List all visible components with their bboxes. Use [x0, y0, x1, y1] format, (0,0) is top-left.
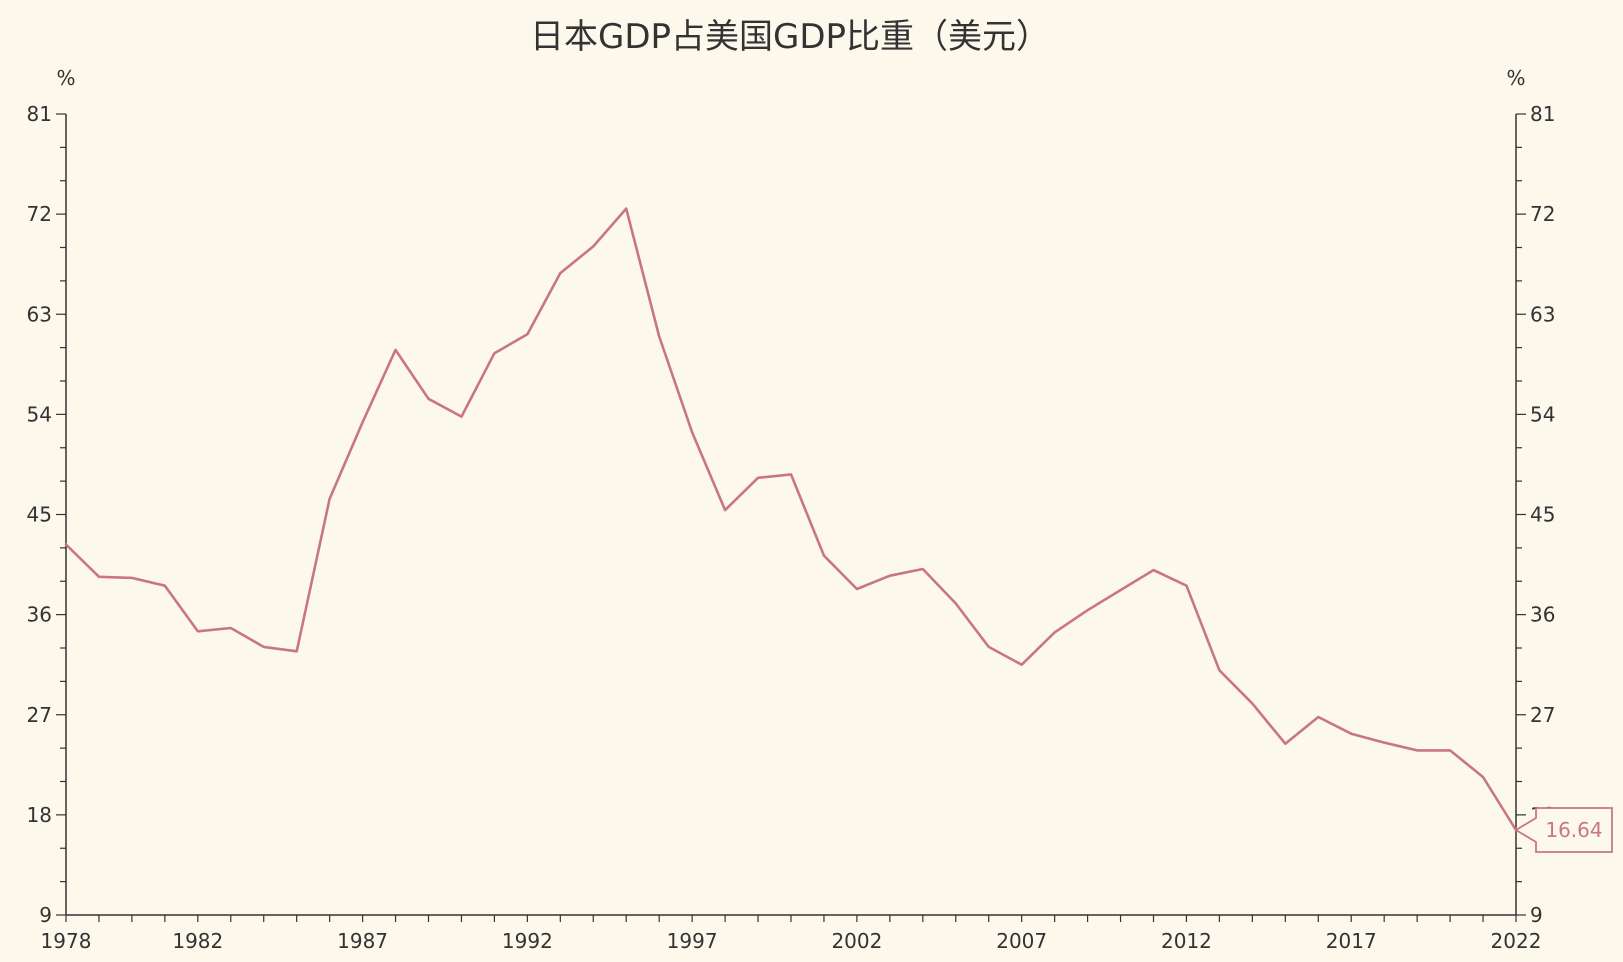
y-tick-label-left: 54 — [27, 402, 52, 426]
data-point — [1449, 749, 1452, 752]
data-point — [1251, 702, 1254, 705]
data-point — [658, 335, 661, 338]
data-point — [1350, 732, 1353, 735]
data-point — [328, 497, 331, 500]
x-tick-label: 1997 — [667, 929, 718, 953]
data-point — [724, 509, 727, 512]
data-point — [229, 626, 232, 629]
data-point — [526, 333, 529, 336]
y-tick-label-left: 81 — [27, 102, 52, 126]
data-point — [1317, 715, 1320, 718]
x-tick-label: 2017 — [1326, 929, 1377, 953]
y-tick-label-left: 45 — [27, 503, 52, 527]
data-point — [427, 397, 430, 400]
y-tick-label-right: 36 — [1530, 603, 1555, 627]
right-unit-label: % — [1506, 66, 1525, 90]
data-point — [592, 245, 595, 248]
data-point — [361, 421, 364, 424]
data-point — [1119, 589, 1122, 592]
data-point — [954, 602, 957, 605]
data-point — [1053, 631, 1056, 634]
data-point — [493, 352, 496, 355]
axis-ticks — [56, 113, 1526, 922]
data-point — [394, 348, 397, 351]
data-point — [262, 645, 265, 648]
y-tick-label-right: 72 — [1530, 202, 1555, 226]
y-tick-label-left: 36 — [27, 603, 52, 627]
data-point — [1383, 741, 1386, 744]
data-point — [757, 476, 760, 479]
chart-title: 日本GDP占美国GDP比重（美元） — [530, 17, 1050, 57]
data-point — [1416, 749, 1419, 752]
y-tick-label-right: 9 — [1530, 903, 1543, 927]
x-tick-label: 1992 — [502, 929, 553, 953]
x-tick-label: 1982 — [172, 929, 223, 953]
data-point — [822, 554, 825, 557]
data-point — [790, 473, 793, 476]
axis-tick-labels: 9918182727363645455454636372728181197819… — [27, 102, 1556, 953]
last-value-callout-box — [1514, 807, 1613, 853]
data-point — [855, 588, 858, 591]
data-point — [295, 650, 298, 653]
x-tick-label: 2012 — [1161, 929, 1212, 953]
data-point — [130, 576, 133, 579]
data-point — [888, 574, 891, 577]
data-point — [625, 207, 628, 210]
x-tick-label: 1987 — [337, 929, 388, 953]
series-points — [65, 207, 1518, 831]
data-point — [1482, 776, 1485, 779]
data-point — [1185, 584, 1188, 587]
data-point — [65, 543, 68, 546]
y-tick-label-left: 18 — [27, 803, 52, 827]
data-point — [163, 584, 166, 587]
y-tick-label-left: 9 — [39, 903, 52, 927]
data-point — [691, 431, 694, 434]
x-tick-label: 2007 — [996, 929, 1047, 953]
data-point — [460, 415, 463, 418]
last-value-label: 16.64 — [1545, 818, 1602, 842]
data-point — [1218, 669, 1221, 672]
y-tick-label-right: 54 — [1530, 402, 1555, 426]
last-value-callout: 16.64 — [1514, 807, 1613, 853]
series-line — [64, 207, 1518, 832]
y-tick-label-left: 63 — [27, 302, 52, 326]
y-tick-label-right: 63 — [1530, 302, 1555, 326]
data-point — [987, 645, 990, 648]
data-point — [1152, 569, 1155, 572]
x-tick-label: 2022 — [1491, 929, 1542, 953]
data-point — [1284, 742, 1287, 745]
data-point — [1020, 663, 1023, 666]
data-point — [1086, 609, 1089, 612]
y-tick-label-left: 72 — [27, 202, 52, 226]
y-tick-label-right: 45 — [1530, 503, 1555, 527]
data-point — [97, 575, 100, 578]
data-point — [196, 630, 199, 633]
x-tick-label: 2002 — [831, 929, 882, 953]
y-tick-label-left: 27 — [27, 703, 52, 727]
data-point — [559, 272, 562, 275]
left-unit-label: % — [56, 66, 75, 90]
y-tick-label-right: 27 — [1530, 703, 1555, 727]
data-point — [921, 568, 924, 571]
x-tick-label: 1978 — [41, 929, 92, 953]
y-tick-label-right: 81 — [1530, 102, 1555, 126]
